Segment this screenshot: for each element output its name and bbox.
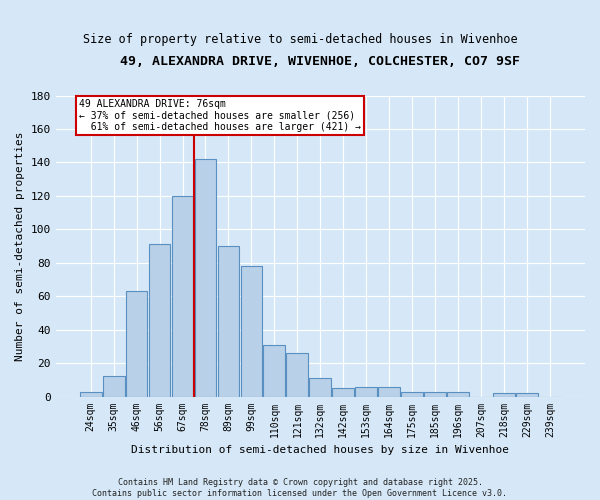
Text: Contains HM Land Registry data © Crown copyright and database right 2025.
Contai: Contains HM Land Registry data © Crown c… xyxy=(92,478,508,498)
Bar xyxy=(493,393,515,396)
Bar xyxy=(218,246,239,396)
Bar xyxy=(172,196,193,396)
Bar xyxy=(80,392,101,396)
Text: 49 ALEXANDRA DRIVE: 76sqm
← 37% of semi-detached houses are smaller (256)
  61% : 49 ALEXANDRA DRIVE: 76sqm ← 37% of semi-… xyxy=(79,99,361,132)
Bar xyxy=(424,392,446,396)
Bar xyxy=(149,244,170,396)
Bar xyxy=(310,378,331,396)
Bar xyxy=(241,266,262,396)
Bar xyxy=(401,392,423,396)
Bar xyxy=(379,386,400,396)
Y-axis label: Number of semi-detached properties: Number of semi-detached properties xyxy=(15,132,25,361)
X-axis label: Distribution of semi-detached houses by size in Wivenhoe: Distribution of semi-detached houses by … xyxy=(131,445,509,455)
Bar xyxy=(447,392,469,396)
Bar xyxy=(263,344,286,397)
Title: 49, ALEXANDRA DRIVE, WIVENHOE, COLCHESTER, CO7 9SF: 49, ALEXANDRA DRIVE, WIVENHOE, COLCHESTE… xyxy=(121,55,520,68)
Bar xyxy=(125,291,148,397)
Text: Size of property relative to semi-detached houses in Wivenhoe: Size of property relative to semi-detach… xyxy=(83,32,517,46)
Bar xyxy=(355,386,377,396)
Bar xyxy=(332,388,354,396)
Bar xyxy=(516,393,538,396)
Bar xyxy=(194,159,217,396)
Bar xyxy=(103,376,125,396)
Bar xyxy=(286,353,308,397)
